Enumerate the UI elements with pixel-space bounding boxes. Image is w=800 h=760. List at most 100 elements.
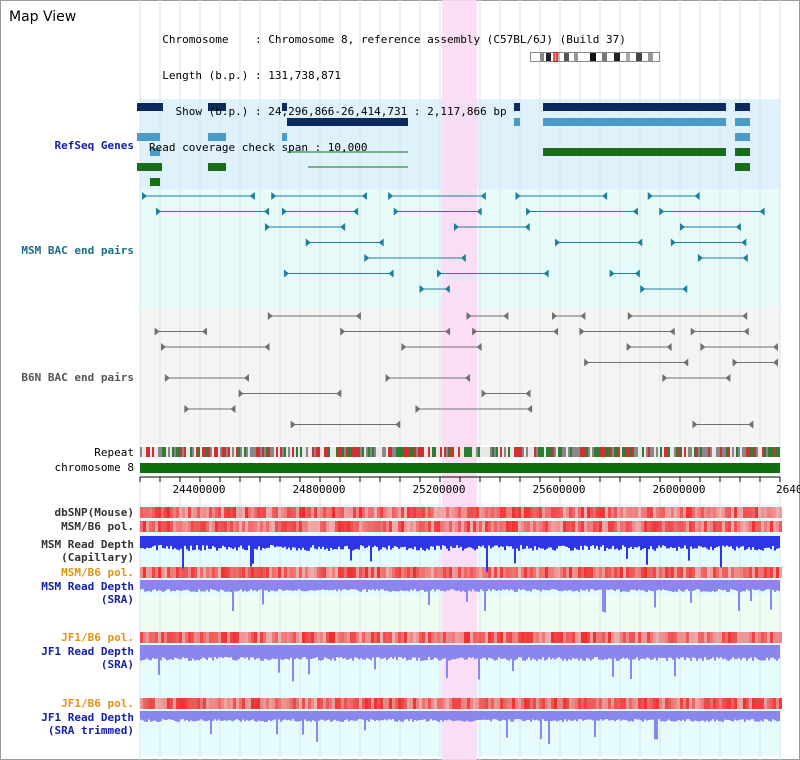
jf1-sra-depth-bar: [712, 645, 714, 658]
jf1-sra-depth-bar: [474, 645, 476, 660]
msm-sra-pol-cell: [719, 567, 722, 578]
dbsnp-cell: [629, 507, 632, 518]
msm-sra-pol-cell: [170, 567, 173, 578]
msm-capillary-depth-bar: [220, 536, 222, 549]
msm-capillary-depth-bar: [478, 536, 480, 546]
b6n-bac-pair-end: [264, 343, 270, 351]
msm-sra-depth-bar: [694, 580, 696, 591]
msm-capillary-depth-bar: [624, 536, 626, 547]
msm-pol-cell: [170, 521, 173, 532]
jf1-pol-cell: [278, 632, 281, 643]
jf1-sra-depth-bar: [144, 645, 146, 660]
dbsnp-cell: [203, 507, 206, 518]
msm-capillary-depth-bar: [172, 536, 174, 550]
jf1-trimmed-depth-bar: [708, 711, 710, 722]
jf1-sra-depth-bar: [754, 645, 756, 658]
track-label-jf1-b6-pol[interactable]: JF1/B6 pol.: [61, 631, 134, 644]
repeat-segment: [532, 447, 534, 457]
repeat-segment: [292, 447, 294, 457]
msm-capillary-depth-bar: [586, 536, 588, 547]
repeat-segment: [514, 447, 516, 457]
jf1-trimmed-depth-bar: [360, 711, 362, 720]
msm-sra-pol-cell: [632, 567, 635, 578]
msm-sra-depth-bar: [298, 580, 300, 590]
track-label-msm-bac[interactable]: MSM BAC end pairs: [21, 244, 134, 257]
jf1-sra-depth-bar: [178, 645, 180, 660]
repeat-segment: [184, 447, 186, 457]
dbsnp-cell: [209, 507, 212, 518]
jf1-trimmed-depth-bar: [590, 711, 592, 720]
msm-capillary-depth-bar: [470, 536, 472, 548]
jf1-sra-depth-bar: [292, 645, 294, 682]
msm-capillary-depth-bar: [362, 536, 364, 547]
msm-sra-depth-bar: [176, 580, 178, 590]
jf1-pol-cell-2: [296, 698, 299, 709]
repeat-segment: [238, 447, 240, 457]
jf1-trimmed-depth-bar: [718, 711, 720, 722]
msm-sra-depth-bar: [286, 580, 288, 591]
jf1-pol-cell: [632, 632, 635, 643]
track-label-dbsnp[interactable]: dbSNP(Mouse): [54, 506, 134, 519]
axis-tick-label: 24400000: [172, 483, 226, 496]
repeat-segment: [512, 447, 514, 457]
jf1-pol-cell-2: [428, 698, 431, 709]
jf1-trimmed-depth-bar: [516, 711, 518, 720]
jf1-trimmed-depth-bar: [632, 711, 634, 722]
jf1-sra-depth-bar: [660, 645, 662, 659]
msm-sra-depth-bar: [382, 580, 384, 590]
msm-sra-pol-cell: [443, 567, 446, 578]
jf1-pol-cell-2: [452, 698, 455, 709]
msm-sra-depth-bar: [468, 580, 470, 591]
track-label-msm-b6-pol[interactable]: MSM/B6 pol.: [61, 520, 134, 533]
track-label-jf1-depth-trimmed[interactable]: JF1 Read Depth: [41, 711, 134, 724]
jf1-pol-cell: [464, 632, 467, 643]
track-label-b6n-bac[interactable]: B6N BAC end pairs: [21, 371, 134, 384]
jf1-pol-cell-2: [647, 698, 650, 709]
jf1-sra-depth-bar: [724, 645, 726, 659]
jf1-pol-cell: [530, 632, 533, 643]
msm-sra-pol-cell: [140, 567, 143, 578]
msm-sra-depth-bar: [550, 580, 552, 590]
track-label-refseq[interactable]: RefSeq Genes: [54, 139, 134, 152]
dbsnp-cell: [692, 507, 695, 518]
dbsnp-cell: [650, 507, 653, 518]
jf1-sra-depth-bar: [476, 645, 478, 659]
track-label-jf1-b6-pol-2[interactable]: JF1/B6 pol.: [61, 697, 134, 710]
jf1-pol-cell: [449, 632, 452, 643]
repeat-segment: [448, 447, 450, 457]
repeat-segment: [346, 447, 348, 457]
jf1-sra-depth-bar: [236, 645, 238, 661]
jf1-trimmed-depth-bar: [544, 711, 546, 722]
jf1-trimmed-depth-bar: [478, 711, 480, 720]
jf1-trimmed-depth-bar: [344, 711, 346, 720]
msm-capillary-depth-bar: [420, 536, 422, 548]
track-label-jf1-depth-sra[interactable]: JF1 Read Depth: [41, 645, 134, 658]
jf1-pol-cell-2: [686, 698, 689, 709]
jf1-pol-cell: [602, 632, 605, 643]
chromosome-ideogram[interactable]: [530, 52, 660, 62]
jf1-trimmed-depth-bar: [408, 711, 410, 721]
msm-sra-pol-cell: [338, 567, 341, 578]
jf1-pol-cell-2: [431, 698, 434, 709]
dbsnp-cell: [182, 507, 185, 518]
msm-sra-depth-bar: [268, 580, 270, 592]
msm-capillary-depth-bar: [452, 536, 454, 548]
msm-pol-cell: [218, 521, 221, 532]
jf1-trimmed-depth-bar: [402, 711, 404, 722]
track-label-msm-depth-capillary[interactable]: MSM Read Depth: [41, 538, 134, 551]
msm-sra-depth-bar: [718, 580, 720, 590]
msm-sra-depth-bar: [224, 580, 226, 592]
jf1-pol-cell-2: [404, 698, 407, 709]
jf1-trimmed-depth-bar: [348, 711, 350, 722]
msm-sra-depth-bar: [670, 580, 672, 592]
track-label-msm-depth-sra[interactable]: MSM Read Depth: [41, 580, 134, 593]
jf1-pol-cell: [152, 632, 155, 643]
msm-sra-depth-bar: [228, 580, 230, 592]
dbsnp-cell: [683, 507, 686, 518]
msm-sra-depth-bar: [386, 580, 388, 591]
jf1-pol-cell-2: [689, 698, 692, 709]
track-label-msm-b6-pol-sra[interactable]: MSM/B6 pol.: [61, 566, 134, 579]
msm-sra-depth-bar: [600, 580, 602, 590]
jf1-sra-depth-bar: [348, 645, 350, 660]
jf1-sra-depth-bar: [336, 645, 338, 658]
